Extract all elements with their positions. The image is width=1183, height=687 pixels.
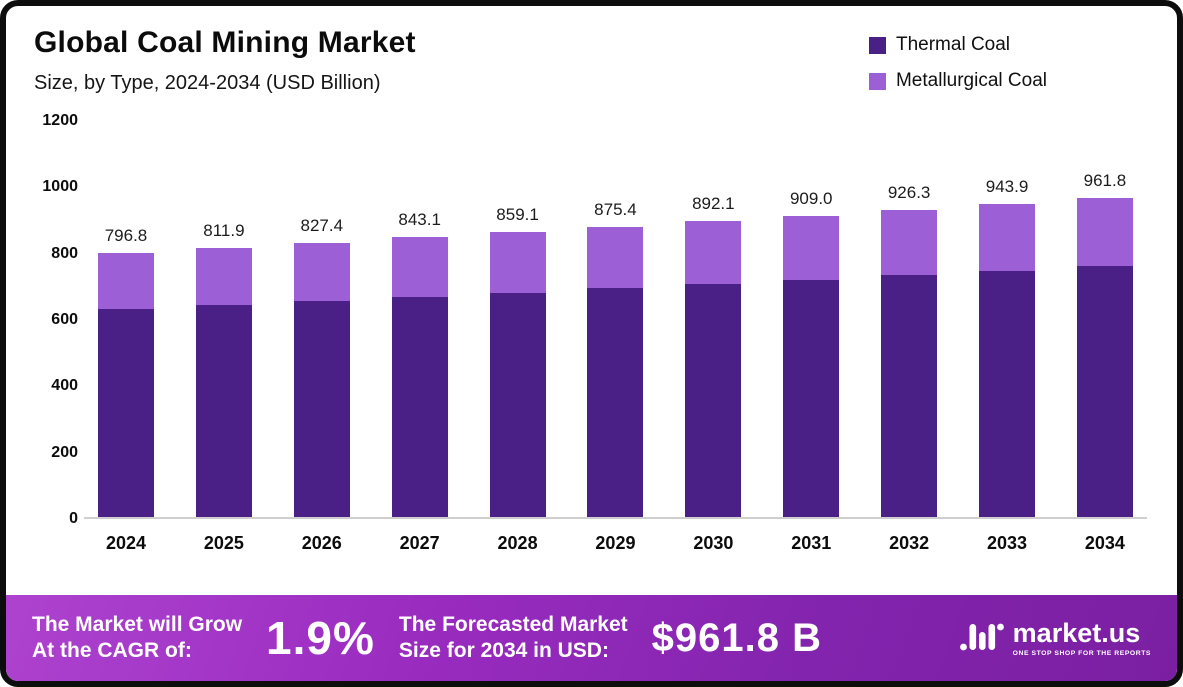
x-tick-label: 2024	[105, 533, 147, 553]
brand-block: market.us ONE STOP SHOP FOR THE REPORTS	[959, 618, 1151, 659]
cagr-label: The Market will Grow At the CAGR of:	[32, 612, 242, 663]
bar-total-label: 811.9	[203, 220, 245, 240]
y-tick-label: 400	[51, 377, 78, 395]
bar-group: 892.1	[685, 194, 742, 517]
chart-header: Global Coal Mining Market Size, by Type,…	[6, 6, 1177, 95]
forecast-label: The Forecasted Market Size for 2034 in U…	[399, 612, 628, 663]
cagr-label-line1: The Market will Grow	[32, 613, 243, 637]
cagr-value: 1.9%	[266, 612, 375, 664]
bar-segment-thermal	[489, 292, 546, 517]
bar-segment-metallurgical	[1076, 198, 1133, 266]
bar-segment-thermal	[195, 305, 252, 517]
legend-swatch	[868, 36, 886, 54]
x-tick-label: 2031	[791, 533, 832, 553]
legend-item: Thermal Coal	[868, 34, 1047, 56]
chart-area: 0 200 400 600 800 1000 1200 796.8 811.9 827.4 843…	[6, 112, 1177, 554]
bar-segment-metallurgical	[685, 221, 742, 285]
bar-group: 843.1	[391, 210, 448, 517]
x-tick-label: 2027	[399, 533, 440, 553]
plot-area: 796.8 811.9 827.4 843.1 859.1 875.4 892.1 909.0…	[84, 121, 1147, 519]
bar-total-label: 875.4	[594, 199, 637, 219]
y-axis: 0 200 400 600 800 1000 1200	[24, 112, 84, 527]
x-tick-label: 2030	[693, 533, 734, 553]
bar-segment-metallurgical	[391, 237, 448, 298]
bar-group: 875.4	[587, 199, 644, 517]
bar-segment-metallurgical	[98, 252, 154, 310]
bar-segment-metallurgical	[489, 232, 546, 293]
bar-segment-metallurgical	[293, 242, 350, 302]
bar-group: 909.0	[783, 188, 840, 517]
y-tick-label: 1200	[42, 112, 78, 129]
forecast-label-line1: The Forecasted Market	[398, 613, 628, 637]
bar-total-label: 796.8	[104, 225, 148, 245]
y-tick-label: 0	[69, 510, 78, 527]
summary-banner: The Market will Grow At the CAGR of: 1.9…	[6, 595, 1177, 681]
bar-segment-metallurgical	[783, 215, 840, 280]
bar-segment-thermal	[783, 279, 840, 517]
bar-total-label: 943.9	[985, 176, 1029, 196]
y-tick-label: 600	[51, 311, 78, 328]
legend-swatch	[868, 72, 886, 90]
bar-total-label: 961.8	[1083, 171, 1127, 191]
bar-segment-thermal	[391, 297, 448, 517]
bar-group: 926.3	[881, 182, 938, 517]
y-tick-label: 800	[51, 244, 78, 262]
y-tick-label: 200	[51, 443, 78, 461]
legend-label: Thermal Coal	[895, 34, 1011, 55]
title-block: Global Coal Mining Market Size, by Type,…	[34, 26, 416, 95]
brand-tagline: ONE STOP SHOP FOR THE REPORTS	[1012, 649, 1151, 657]
x-tick-label: 2029	[595, 533, 636, 553]
bar-segment-thermal	[979, 270, 1036, 517]
bar-total-label: 892.1	[692, 194, 735, 214]
x-tick-label: 2025	[203, 533, 244, 553]
bar-group: 811.9	[195, 220, 252, 517]
y-tick-label: 1000	[42, 178, 78, 196]
bar-total-label: 909.0	[789, 188, 833, 208]
bar-total-label: 827.4	[300, 215, 344, 235]
bar-segment-thermal	[98, 309, 154, 517]
bar-segment-thermal	[1076, 265, 1133, 517]
bar-segment-thermal	[293, 301, 350, 517]
bar-group: 961.8	[1076, 171, 1133, 517]
bar-group: 796.8	[98, 226, 154, 517]
page-subtitle: Size, by Type, 2024-2034 (USD Billion)	[34, 72, 381, 94]
x-tick-label: 2033	[986, 533, 1028, 553]
bar-segment-metallurgical	[881, 209, 938, 276]
bar-segment-metallurgical	[587, 226, 644, 289]
brand-name: market.us	[1012, 617, 1141, 648]
bar-total-label: 926.3	[887, 182, 931, 202]
bar-group: 943.9	[979, 176, 1036, 517]
legend-item: Metallurgical Coal	[868, 70, 1047, 92]
bar-segment-thermal	[587, 288, 644, 517]
bar-segment-metallurgical	[195, 247, 252, 306]
bar-total-label: 859.1	[496, 205, 539, 225]
bar-total-label: 843.1	[398, 210, 441, 230]
x-tick-label: 2026	[301, 533, 342, 553]
brand-text: market.us ONE STOP SHOP FOR THE REPORTS	[1012, 617, 1151, 657]
forecast-value: $961.8 B	[651, 615, 822, 660]
x-tick-label: 2028	[497, 533, 538, 553]
bar-segment-thermal	[685, 284, 742, 517]
forecast-label-line2: Size for 2034 in USD:	[398, 639, 609, 662]
bar-segment-metallurgical	[979, 203, 1036, 271]
market-us-logo-icon	[959, 618, 1005, 659]
bar-segment-thermal	[881, 275, 938, 517]
page-title: Global Coal Mining Market	[34, 26, 416, 59]
bar-group: 859.1	[489, 205, 546, 517]
legend-label: Metallurgical Coal	[895, 70, 1047, 91]
bar-group: 827.4	[293, 215, 350, 517]
x-axis-labels: 2024 2025 2026 2027 2028 2029 2030 2031 2032 2033…	[84, 533, 1147, 554]
chart-legend: Thermal Coal Metallurgical Coal	[868, 34, 1047, 92]
x-tick-label: 2034	[1084, 533, 1125, 553]
cagr-label-line2: At the CAGR of:	[32, 639, 192, 662]
plot-wrap: 796.8 811.9 827.4 843.1 859.1 875.4 892.1 909.0…	[84, 121, 1147, 554]
x-tick-label: 2032	[889, 533, 930, 553]
